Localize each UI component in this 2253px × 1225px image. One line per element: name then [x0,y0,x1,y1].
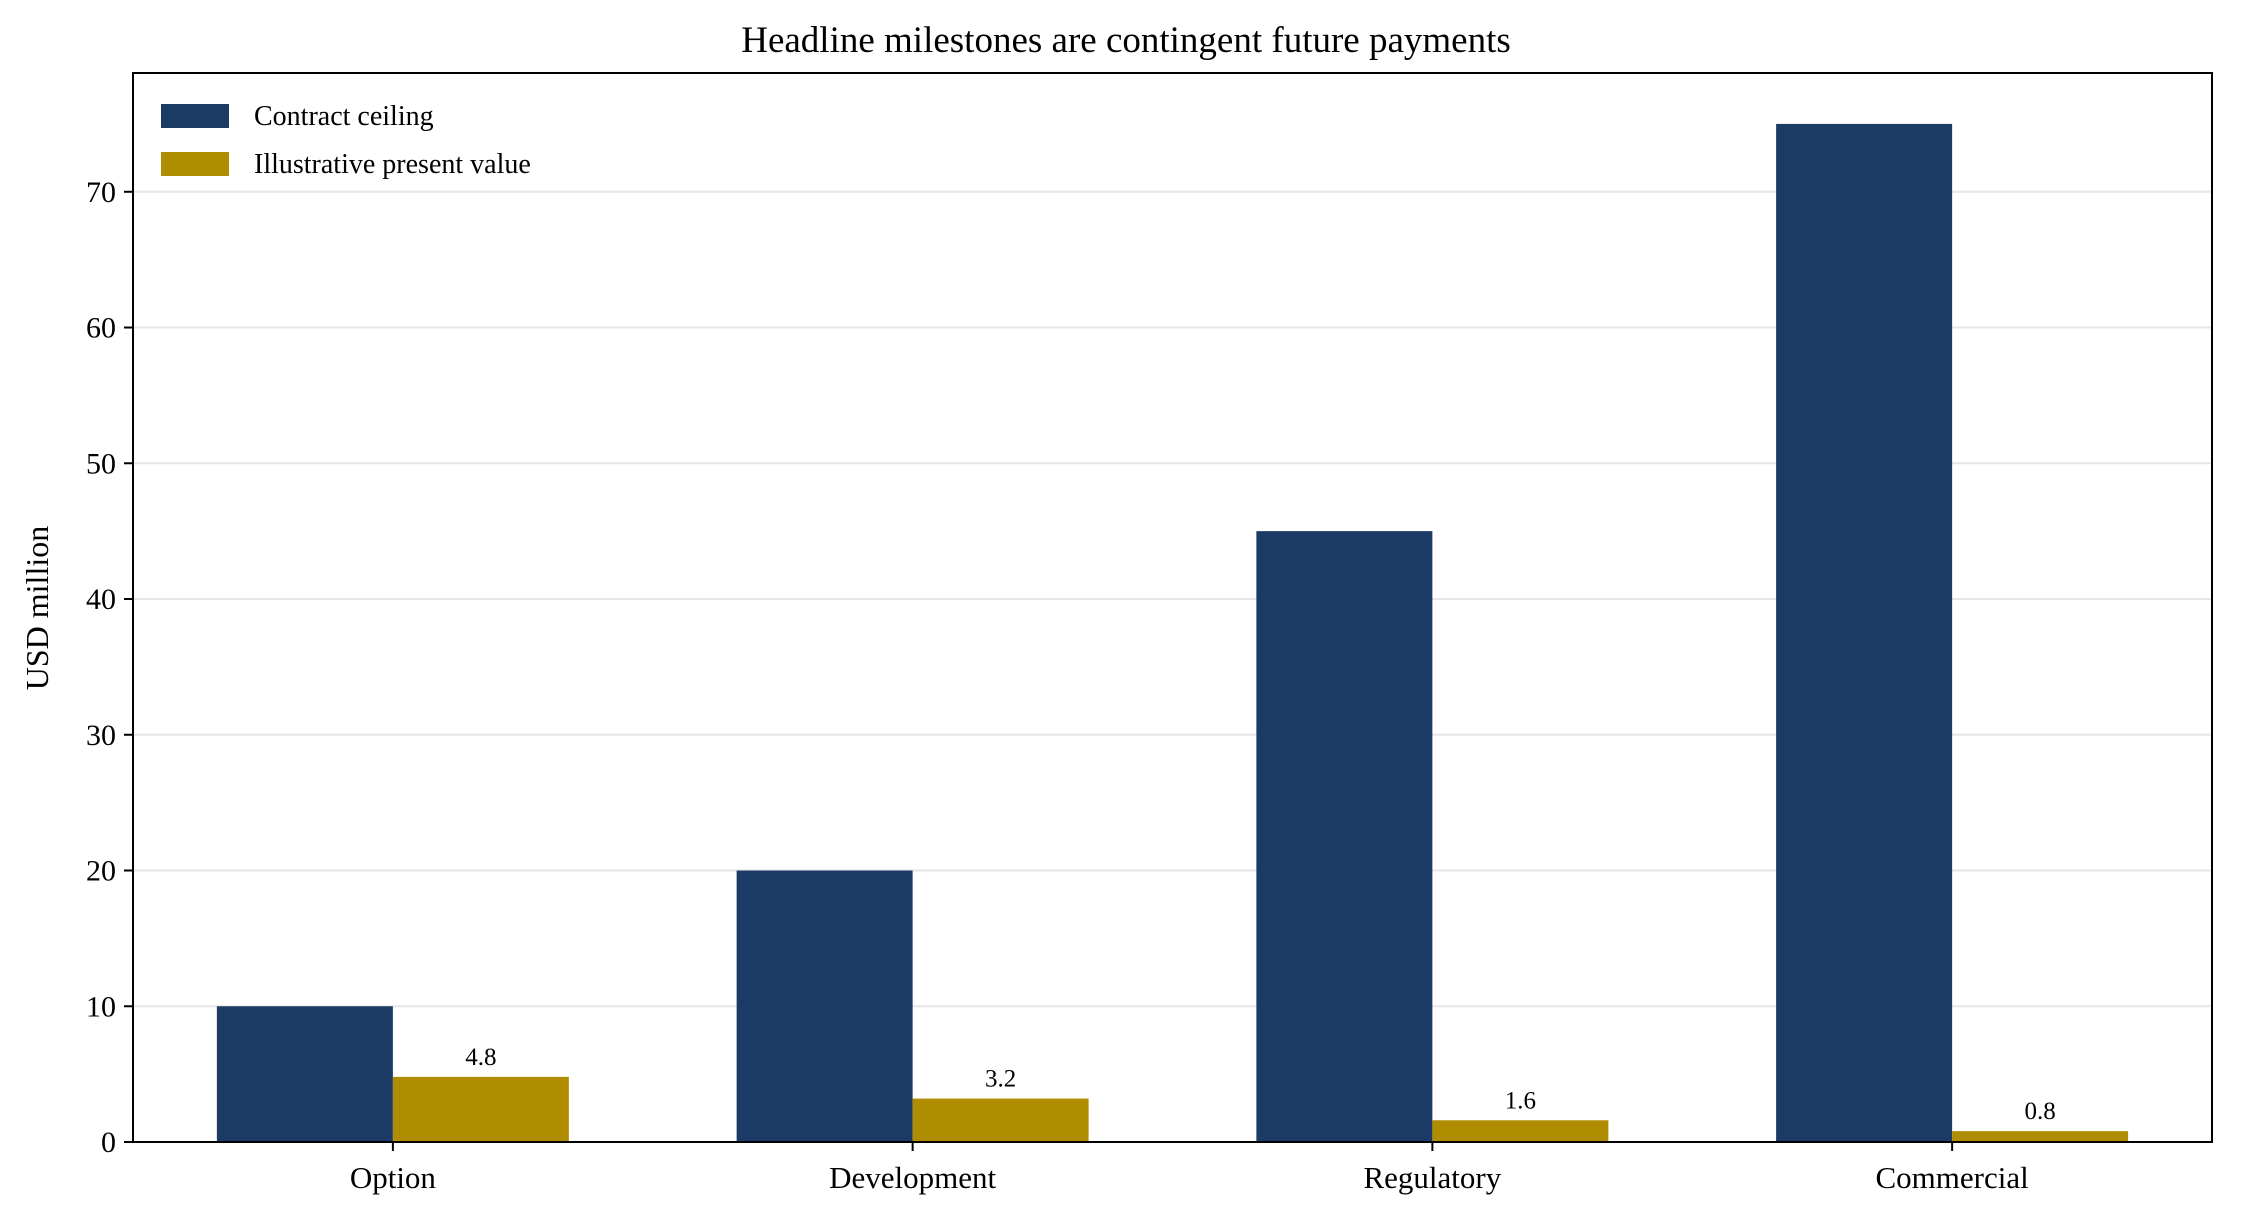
bar-contract-ceiling [216,1006,393,1142]
y-tick-label: 0 [101,1126,116,1159]
y-axis-ticks: 0 10 20 30 40 50 60 70 [86,176,133,1159]
legend-label-present-value: Illustrative present value [254,149,531,180]
y-tick-label: 30 [86,719,116,752]
y-tick-label: 70 [86,176,116,209]
bar-contract-ceiling [736,870,913,1142]
bar-present-value [1952,1131,2129,1142]
x-category-label: Development [829,1160,996,1195]
bars [216,123,2129,1142]
y-tick-label: 40 [86,583,116,616]
bar-present-value [912,1098,1089,1142]
chart-title: Headline milestones are contingent futur… [741,20,1511,61]
legend-label-contract-ceiling: Contract ceiling [254,101,434,132]
y-tick-label: 20 [86,855,116,888]
y-tick-label: 50 [86,447,116,480]
bar-present-value [1432,1120,1609,1142]
y-tick-label: 10 [86,990,116,1023]
bar-value-label: 3.2 [985,1066,1016,1093]
plot-frame [132,72,2213,1143]
x-axis-ticks: Option Development Regulatory Commercial [350,1142,2029,1195]
legend-swatch-contract-ceiling [161,104,229,128]
bar-contract-ceiling [1776,123,1953,1142]
gridlines [133,190,2212,1008]
data-labels: 4.8 3.2 1.6 0.8 [465,1044,2056,1125]
legend: Contract ceiling Illustrative present va… [161,101,531,180]
bar-contract-ceiling [1256,531,1433,1142]
x-category-label: Option [350,1160,437,1195]
x-category-label: Regulatory [1364,1160,1502,1195]
y-tick-label: 60 [86,312,116,345]
bar-value-label: 1.6 [1505,1087,1536,1114]
legend-swatch-present-value [161,152,229,176]
bar-value-label: 4.8 [465,1044,496,1071]
x-category-label: Commercial [1876,1160,2029,1195]
bar-present-value [392,1076,569,1142]
y-axis-label: USD million [19,526,55,690]
bar-value-label: 0.8 [2025,1098,2056,1125]
